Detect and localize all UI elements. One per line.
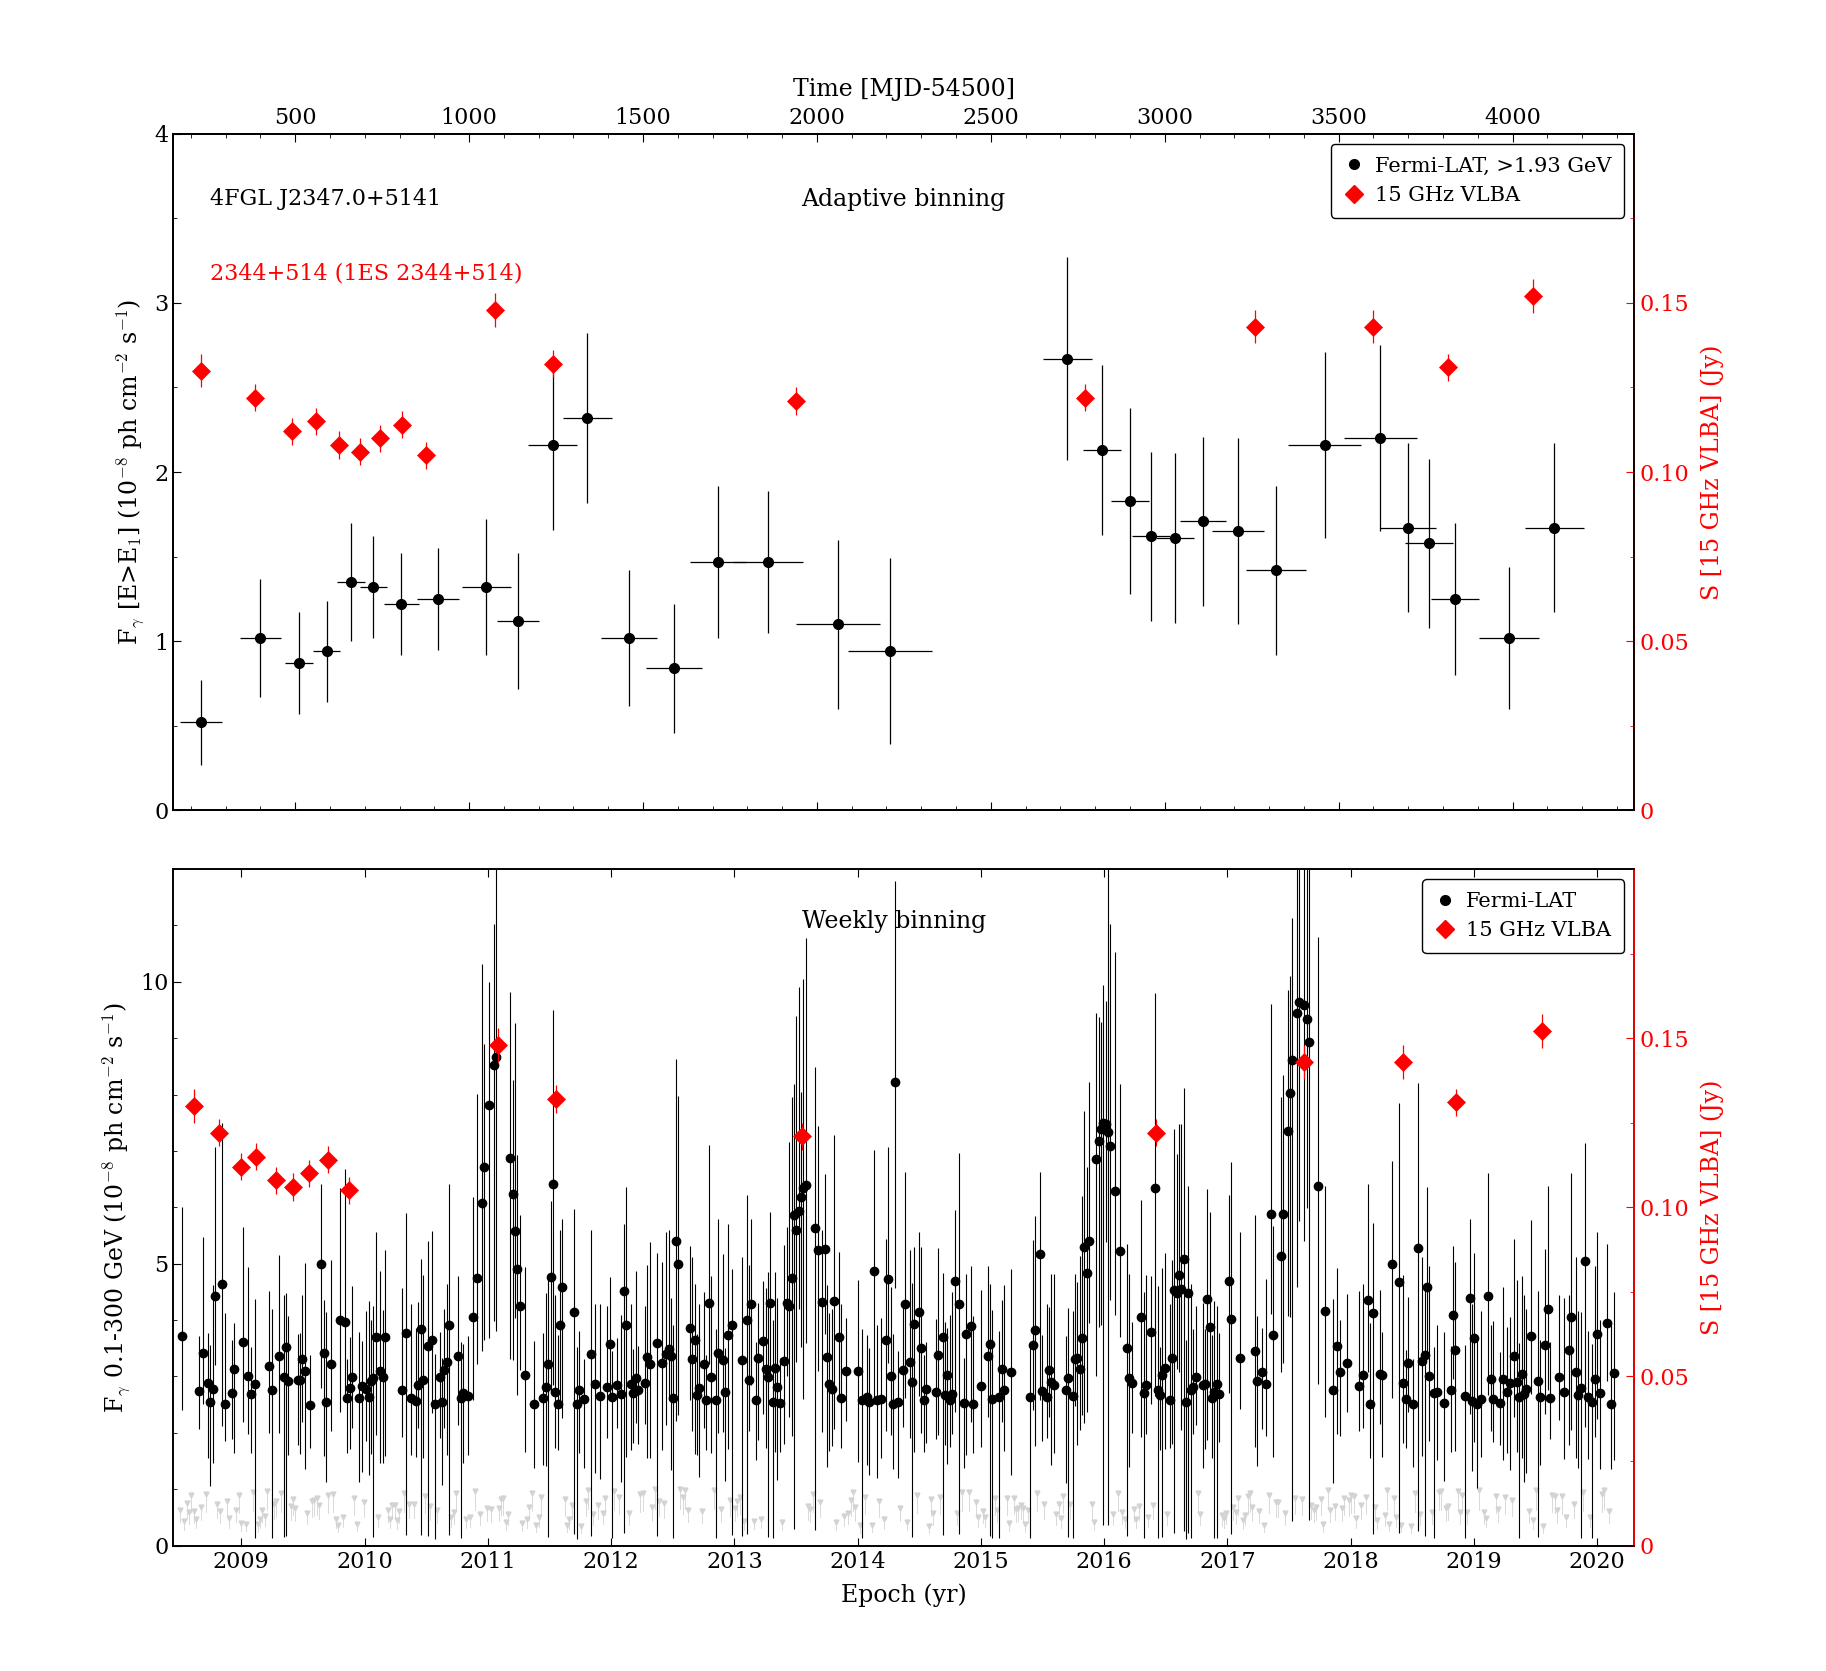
Text: 2344+514 (1ES 2344+514): 2344+514 (1ES 2344+514): [210, 262, 522, 284]
X-axis label: Time [MJD-54500]: Time [MJD-54500]: [792, 79, 1015, 100]
Legend: Fermi-LAT, >1.93 GeV, 15 GHz VLBA: Fermi-LAT, >1.93 GeV, 15 GHz VLBA: [1331, 144, 1623, 217]
Y-axis label: F$_\gamma$ 0.1-300 GeV (10$^{-8}$ ph cm$^{-2}$ s$^{-1}$): F$_\gamma$ 0.1-300 GeV (10$^{-8}$ ph cm$…: [100, 1003, 131, 1412]
Y-axis label: F$_\gamma$ [E>E$_1$] (10$^{-8}$ ph cm$^{-2}$ s$^{-1}$): F$_\gamma$ [E>E$_1$] (10$^{-8}$ ph cm$^{…: [115, 299, 146, 645]
Text: Weekly binning: Weekly binning: [802, 909, 986, 932]
X-axis label: Epoch (yr): Epoch (yr): [842, 1584, 966, 1608]
Y-axis label: S [15 GHz VLBA] (Jy): S [15 GHz VLBA] (Jy): [1700, 1079, 1724, 1335]
Text: 4FGL J2347.0+5141: 4FGL J2347.0+5141: [210, 187, 442, 211]
Y-axis label: S [15 GHz VLBA] (Jy): S [15 GHz VLBA] (Jy): [1700, 344, 1724, 600]
Legend: Fermi-LAT, 15 GHz VLBA: Fermi-LAT, 15 GHz VLBA: [1422, 879, 1623, 952]
Text: Adaptive binning: Adaptive binning: [802, 187, 1006, 211]
